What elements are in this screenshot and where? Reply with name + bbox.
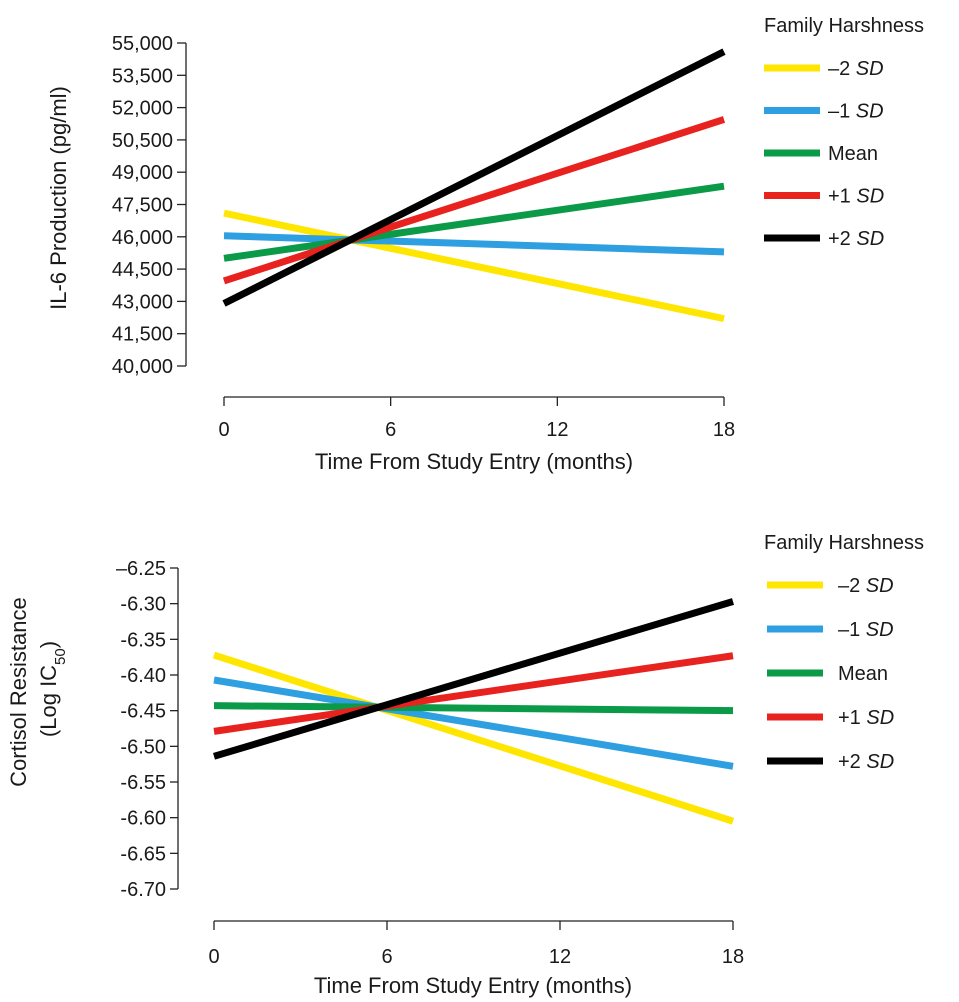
y-axis-title: Cortisol Resistance (Log IC50) — [6, 591, 69, 787]
y-tick-label: -6.30 — [120, 594, 166, 616]
x-tick-label: 12 — [549, 946, 571, 968]
y-tick-label: 55,000 — [112, 33, 173, 55]
x-axis: 0 6 12 18 — [208, 920, 744, 968]
series-line — [223, 182, 725, 262]
y-tick-label: -6.45 — [120, 701, 166, 723]
y-tick-label: 40,000 — [112, 356, 173, 378]
x-tick-label: 0 — [218, 419, 229, 441]
y-tick-label: 53,500 — [112, 65, 173, 87]
series-line — [223, 209, 725, 323]
legend-label-text: –2 — [838, 575, 860, 597]
legend-label-text: +2 — [828, 228, 851, 250]
y-tick-label: –6.25 — [116, 558, 166, 580]
legend-label: +2 SD — [838, 751, 894, 773]
y-tick-label: -6.40 — [120, 665, 166, 687]
legend-label-sd: SD — [860, 575, 893, 597]
series-line — [222, 116, 726, 285]
y-tick-label: 49,000 — [112, 162, 173, 184]
legend-label: –2 SD — [838, 575, 894, 597]
x-axis-title: Time From Study Entry (months) — [315, 449, 633, 474]
x-tick-label: 6 — [385, 419, 396, 441]
series-line — [212, 598, 735, 760]
legend-label: –1 SD — [838, 619, 894, 641]
series-group — [222, 48, 726, 323]
x-tick-label: 18 — [713, 419, 735, 441]
y-tick-label: 50,500 — [112, 130, 173, 152]
legend-title: Family Harshness — [764, 15, 924, 37]
legend-label-text: Mean — [838, 663, 888, 685]
y-tick-label: -6.35 — [120, 629, 166, 651]
series-group — [212, 598, 735, 825]
legend-label-text: +2 — [838, 751, 861, 773]
y-tick-label: -6.55 — [120, 772, 166, 794]
series-line — [213, 676, 734, 770]
series-line — [223, 232, 725, 256]
y-tick-label: 41,500 — [112, 324, 173, 346]
legend-label-sd: SD — [850, 58, 883, 80]
il6-chart: IL-6 Production (pg/ml) 55,000 53,500 52,0… — [46, 15, 924, 474]
legend-label-sd: SD — [861, 707, 894, 729]
y-axis-title-line2-text: (Log IC — [36, 665, 61, 737]
legend-label-sd: SD — [851, 228, 884, 250]
y-tick-label: -6.70 — [120, 879, 166, 901]
x-tick-label: 12 — [546, 419, 568, 441]
x-tick-label: 18 — [722, 946, 744, 968]
x-axis: 0 6 12 18 — [218, 396, 735, 441]
y-axis: –6.25 -6.30 -6.35 -6.40 -6.45 -6.50 -6.55 -6.60… — [116, 558, 179, 901]
y-axis-title-line1: Cortisol Resistance — [6, 597, 31, 787]
cortisol-chart: Cortisol Resistance (Log IC50) –6.25 -6.3… — [6, 532, 924, 998]
series-line — [213, 652, 734, 735]
legend-label-sd: SD — [850, 101, 883, 123]
legend-title: Family Harshness — [764, 532, 924, 554]
legend-label: +1 SD — [838, 707, 894, 729]
legend-label: –1 SD — [828, 101, 884, 123]
series-line — [222, 48, 726, 307]
series-line — [212, 651, 735, 825]
legend-label-text: –2 — [828, 58, 850, 80]
legend-label-text: –1 — [828, 101, 850, 123]
y-axis-title-close: ) — [36, 641, 61, 648]
y-axis: 55,000 53,500 52,000 50,500 49,000 47,500 46,0… — [112, 33, 187, 378]
legend-label: Mean — [838, 663, 888, 685]
x-axis-title: Time From Study Entry (months) — [314, 973, 632, 998]
y-tick-label: 47,500 — [112, 195, 173, 217]
y-tick-label: 46,000 — [112, 227, 173, 249]
legend-label: –2 SD — [828, 58, 884, 80]
y-axis-title: IL-6 Production (pg/ml) — [46, 86, 71, 310]
x-tick-label: 0 — [208, 946, 219, 968]
y-tick-label: -6.65 — [120, 843, 166, 865]
y-tick-label: -6.60 — [120, 808, 166, 830]
legend-label-text: +1 — [828, 186, 851, 208]
legend-label: +2 SD — [828, 228, 884, 250]
y-axis-title-line2: (Log IC50) — [36, 641, 69, 737]
x-tick-label: 6 — [381, 946, 392, 968]
legend-label-sd: SD — [851, 186, 884, 208]
legend-label: Mean — [828, 143, 878, 165]
legend-label-sd: SD — [860, 619, 893, 641]
legend-label: +1 SD — [828, 186, 884, 208]
legend-label-text: –1 — [838, 619, 860, 641]
series-line — [213, 702, 734, 715]
y-axis-title-subscript: 50 — [52, 648, 69, 665]
y-tick-label: 52,000 — [112, 98, 173, 120]
legend-label-text: +1 — [838, 707, 861, 729]
legend-label-sd: SD — [861, 751, 894, 773]
y-tick-label: -6.50 — [120, 736, 166, 758]
legend-label-text: Mean — [828, 143, 878, 165]
y-tick-label: 43,000 — [112, 291, 173, 313]
y-tick-label: 44,500 — [112, 259, 173, 281]
